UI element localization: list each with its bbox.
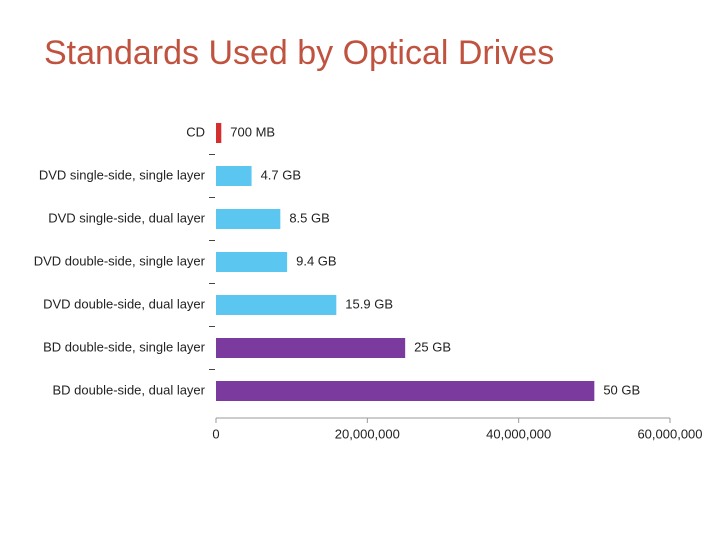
bar <box>216 166 252 186</box>
value-label: 9.4 GB <box>296 253 336 268</box>
bar <box>216 295 337 315</box>
bar <box>216 338 406 358</box>
y-tick-label: DVD single-side, dual layer <box>48 210 205 225</box>
bar <box>216 123 222 143</box>
bar <box>216 381 595 401</box>
y-tick-label: DVD double-side, single layer <box>34 253 206 268</box>
y-tick-label: BD double-side, single layer <box>43 339 206 354</box>
y-tick-label: DVD single-side, single layer <box>39 167 206 182</box>
value-label: 700 MB <box>230 124 275 139</box>
x-tick-label: 20,000,000 <box>335 426 400 441</box>
y-tick-label: DVD double-side, dual layer <box>43 296 206 311</box>
bar <box>216 209 281 229</box>
value-label: 50 GB <box>603 382 640 397</box>
y-tick-label: BD double-side, dual layer <box>53 382 206 397</box>
value-label: 25 GB <box>414 339 451 354</box>
x-tick-label: 60,000,000 <box>637 426 702 441</box>
value-label: 15.9 GB <box>345 296 393 311</box>
value-label: 4.7 GB <box>261 167 301 182</box>
value-label: 8.5 GB <box>289 210 329 225</box>
y-tick-label: CD <box>186 124 205 139</box>
x-tick-label: 40,000,000 <box>486 426 551 441</box>
chart-title: Standards Used by Optical Drives <box>44 34 554 72</box>
x-tick-label: 0 <box>212 426 219 441</box>
bar <box>216 252 288 272</box>
